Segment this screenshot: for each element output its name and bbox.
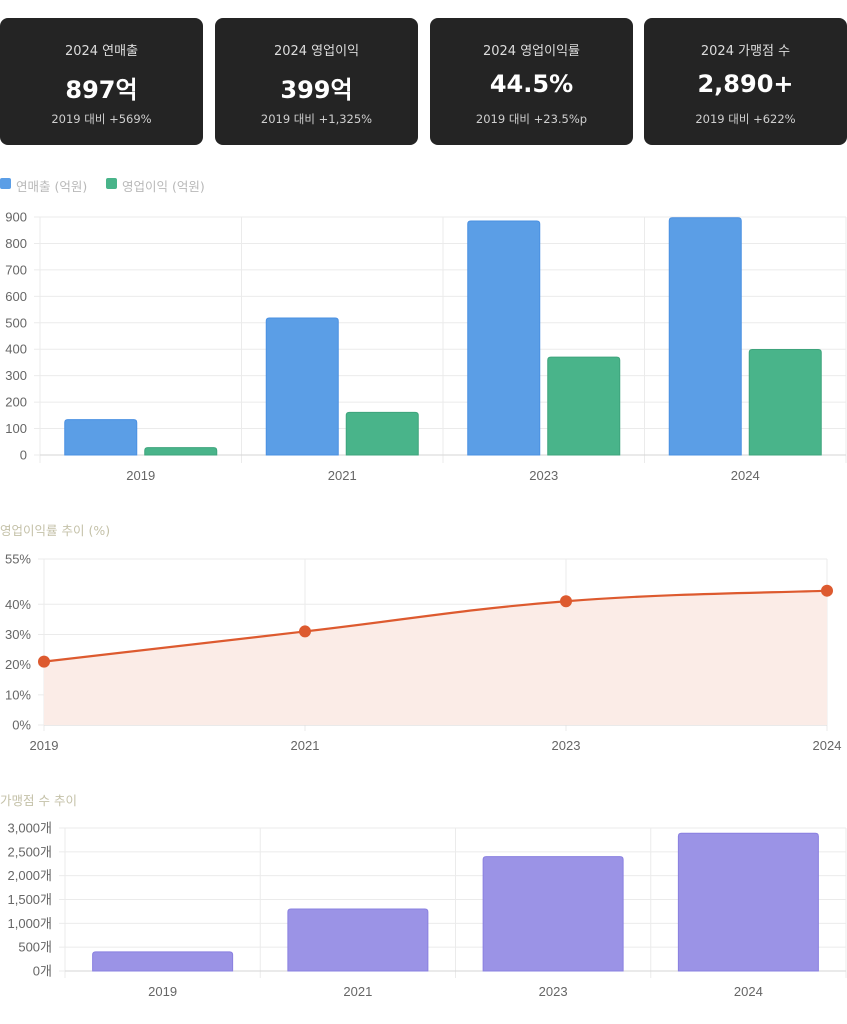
kpi-title: 2024 연매출 bbox=[64, 44, 139, 59]
y-tick-label: 0 bbox=[20, 448, 27, 463]
x-tick-label: 2019 bbox=[30, 738, 59, 753]
y-tick-label: 2,500개 bbox=[8, 844, 53, 859]
x-tick-label: 2019 bbox=[148, 984, 177, 999]
y-tick-label: 55% bbox=[5, 552, 31, 567]
data-point bbox=[821, 584, 833, 597]
bar-revenue bbox=[668, 217, 742, 456]
kpi-value: 399억 bbox=[280, 76, 353, 104]
bar-revenue bbox=[64, 419, 138, 456]
bar-stores bbox=[677, 832, 819, 972]
kpi-sub: 2019 대비 +622% bbox=[695, 112, 796, 126]
kpi-value: 2,890+ bbox=[697, 70, 794, 98]
kpi-sub: 2019 대비 +1,325% bbox=[260, 112, 373, 126]
y-tick-label: 2,000개 bbox=[8, 868, 53, 883]
x-tick-label: 2024 bbox=[734, 984, 763, 999]
data-point bbox=[38, 655, 50, 668]
bar-profit bbox=[748, 348, 822, 456]
legend-swatch-profit bbox=[106, 178, 117, 189]
y-tick-label: 900 bbox=[5, 210, 27, 225]
y-tick-label: 700 bbox=[5, 262, 27, 277]
y-tick-label: 500 bbox=[5, 315, 27, 330]
y-tick-label: 3,000개 bbox=[8, 821, 53, 836]
x-tick-label: 2024 bbox=[813, 738, 842, 753]
x-tick-label: 2023 bbox=[539, 984, 568, 999]
bar-revenue bbox=[265, 317, 339, 456]
kpi-title: 2024 가맹점 수 bbox=[700, 44, 791, 59]
kpi-title: 2024 영업이익 bbox=[273, 44, 360, 59]
y-tick-label: 20% bbox=[5, 657, 31, 672]
y-tick-label: 800 bbox=[5, 236, 27, 251]
y-tick-label: 10% bbox=[5, 687, 31, 702]
y-tick-label: 0% bbox=[12, 718, 31, 733]
bar-stores bbox=[287, 908, 429, 972]
kpi-card-stores: 2024 가맹점 수 2,890+ 2019 대비 +622% bbox=[644, 18, 847, 145]
x-tick-label: 2023 bbox=[529, 468, 558, 483]
margin-chart-title: 영업이익률 추이 (%) bbox=[0, 523, 111, 538]
data-point bbox=[560, 595, 572, 608]
y-tick-label: 0개 bbox=[33, 964, 52, 979]
kpi-value: 897억 bbox=[65, 76, 138, 104]
y-tick-label: 30% bbox=[5, 627, 31, 642]
bar-stores bbox=[482, 856, 624, 972]
x-tick-label: 2021 bbox=[328, 468, 357, 483]
kpi-card-margin: 2024 영업이익률 44.5% 2019 대비 +23.5%p bbox=[430, 18, 633, 145]
y-tick-label: 300 bbox=[5, 368, 27, 383]
margin-line-chart: 0% 10% 20% 30% 40% 55% 2019 2021 2023 2024 bbox=[5, 552, 842, 754]
data-point bbox=[299, 625, 311, 638]
bar-profit bbox=[547, 356, 621, 456]
y-tick-label: 200 bbox=[5, 395, 27, 410]
y-tick-label: 400 bbox=[5, 342, 27, 357]
margin-line bbox=[43, 589, 828, 663]
y-tick-label: 1,000개 bbox=[8, 916, 53, 931]
stores-chart-title: 가맹점 수 추이 bbox=[0, 793, 77, 808]
bar-stores bbox=[92, 951, 234, 972]
legend-swatch-revenue bbox=[0, 178, 11, 189]
legend-label: 연매출 (억원) bbox=[16, 179, 88, 194]
kpi-sub: 2019 대비 +23.5%p bbox=[475, 112, 588, 126]
y-tick-label: 40% bbox=[5, 597, 31, 612]
x-tick-label: 2024 bbox=[731, 468, 760, 483]
x-tick-label: 2021 bbox=[291, 738, 320, 753]
kpi-card-revenue: 2024 연매출 897억 2019 대비 +569% bbox=[0, 18, 203, 145]
x-tick-label: 2023 bbox=[552, 738, 581, 753]
x-tick-label: 2021 bbox=[343, 984, 372, 999]
kpi-sub: 2019 대비 +569% bbox=[51, 112, 152, 126]
stores-bar-chart: 0개 500개 1,000개 1,500개 2,000개 2,500개 3,000개 2019… bbox=[8, 821, 847, 999]
y-tick-label: 600 bbox=[5, 289, 27, 304]
bar-profit bbox=[345, 411, 419, 456]
kpi-title: 2024 영업이익률 bbox=[482, 44, 581, 59]
margin-area bbox=[44, 590, 827, 725]
y-tick-label: 100 bbox=[5, 421, 27, 436]
y-tick-label: 500개 bbox=[18, 940, 52, 955]
kpi-row: 2024 연매출 897억 2019 대비 +569% 2024 영업이익 39… bbox=[0, 18, 847, 146]
kpi-card-profit: 2024 영업이익 399억 2019 대비 +1,325% bbox=[215, 18, 418, 145]
y-tick-label: 1,500개 bbox=[8, 892, 53, 907]
x-tick-label: 2019 bbox=[126, 468, 155, 483]
revenue-profit-bar-chart: 0 100 200 300 400 500 600 700 800 900 2019 2021 2023… bbox=[5, 210, 847, 483]
bar-profit bbox=[144, 447, 218, 456]
legend-label: 영업이익 (억원) bbox=[122, 179, 205, 194]
bar-revenue bbox=[467, 220, 541, 456]
kpi-value: 44.5% bbox=[489, 70, 574, 98]
